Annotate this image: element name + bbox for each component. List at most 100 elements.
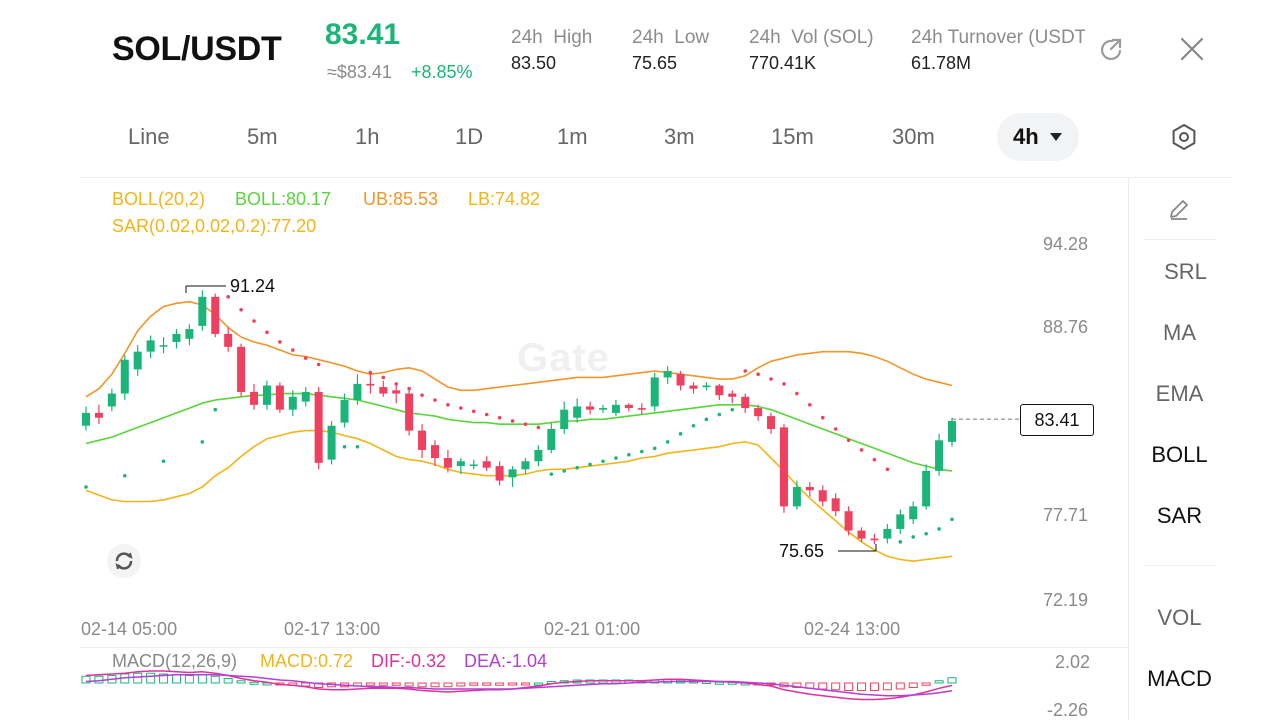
macd-histogram-bar [469,682,479,686]
indicator-sar[interactable]: SAR [1156,503,1203,528]
settings-hexagon-icon[interactable] [1170,123,1198,151]
tab-5m[interactable]: 5m [247,124,278,149]
candle-body [353,383,362,401]
candle-body [392,390,401,394]
macd-histogram-bar [869,682,879,691]
candle-body [133,351,142,370]
high-value: 83.50 [511,53,557,73]
high-marker-label: 91.24 [230,276,276,296]
sar-dot [394,382,399,386]
sar-dot [278,340,282,344]
candle-body [702,385,711,388]
macd-histogram-bar [133,672,143,684]
tab-30m[interactable]: 30m [892,124,935,149]
tab-4h-selected[interactable] [997,113,1079,161]
candle-body [146,340,155,352]
macd-histogram-bar [146,672,156,684]
sar-dot [665,440,670,444]
tab-4h-label[interactable]: 4h [1013,124,1039,149]
candle-body [922,470,931,507]
macd-histogram-bar [184,675,194,684]
boll-middle-line [85,392,953,472]
x-axis-label: 02-21 01:00 [544,619,641,639]
x-axis-label: 02-17 13:00 [284,619,381,639]
macd-histogram-bar [508,682,518,686]
macd-legend: MACD(12,26,9) [112,651,238,671]
sar-dot [601,459,605,464]
volume-label: 24h Vol (SOL) [749,27,874,48]
indicator-panel [1128,178,1232,720]
chevron-down-icon[interactable] [1050,133,1062,141]
price-change-percent: +8.85% [411,62,473,82]
candle-body [185,329,194,339]
sar-dot [420,393,424,397]
turnover-value: 61.78M [911,53,972,73]
macd-axis-label: -2.26 [1047,700,1089,720]
sar-dot [252,319,256,323]
candle-body [456,461,465,467]
candle-body [379,387,388,394]
candle-body [327,425,336,460]
tab-1m[interactable]: 1m [557,124,588,149]
boll-lower-line [85,429,953,563]
sar-dot [652,446,657,451]
macd-histogram-bar [159,673,169,684]
indicator-macd[interactable]: MACD [1147,666,1212,691]
y-axis-label: 77.71 [1043,505,1089,525]
indicator-srl[interactable]: SRL [1164,259,1207,284]
sar-dot [639,449,644,454]
sar-dot [523,422,528,426]
macd-value: MACD:0.72 [260,651,354,671]
macd-histogram-bar [430,682,440,688]
macd-histogram-bar [495,682,505,686]
sar-dot [833,427,838,431]
boll-mid-value: BOLL:80.17 [235,189,332,209]
macd-histogram-bar [844,682,854,691]
share-icon[interactable] [1099,37,1125,63]
candle-body [198,296,207,326]
candle-body [909,506,918,520]
indicator-vol[interactable]: VOL [1157,605,1202,630]
pencil-icon[interactable] [1166,196,1192,222]
sar-dot [950,517,954,522]
sar-dot [122,473,127,478]
macd-histogram-bar [482,682,492,686]
macd-histogram-bar [714,681,724,685]
sar-dot [562,469,567,473]
kline-chart[interactable] [0,178,1128,720]
sar-dot [291,348,295,352]
sar-dot [575,465,579,470]
tab-line[interactable]: Line [128,124,170,149]
tab-3m[interactable]: 3m [664,124,695,149]
tab-1d[interactable]: 1D [455,124,484,149]
tab-15m[interactable]: 15m [771,124,814,149]
sar-dot [859,448,864,452]
candle-body [94,412,103,418]
candle-body [172,333,181,342]
tab-1h[interactable]: 1h [355,124,380,149]
indicator-ema[interactable]: EMA [1155,381,1204,406]
swap-icon[interactable] [107,544,141,578]
candle-body [573,406,582,418]
candle-body [366,383,375,386]
candle-body [896,514,905,529]
candle-body [767,416,776,430]
macd-histogram-bar [934,680,944,684]
macd-histogram-bar [81,675,91,684]
close-icon[interactable] [1178,35,1206,63]
macd-histogram-bar [314,682,324,688]
indicator-ma[interactable]: MA [1163,320,1196,345]
candle-body [237,346,246,392]
low-marker-label: 75.65 [779,541,825,561]
candle-body [663,370,672,378]
indicator-boll[interactable]: BOLL [1151,442,1208,467]
sar-dot [627,452,631,457]
sar-dot [898,540,903,544]
candle-body [935,440,944,471]
sar-dot [704,417,709,422]
macd-histogram-bar [831,682,841,691]
sar-dot [614,456,618,460]
candle-body [314,391,323,463]
candle-body [624,404,633,409]
macd-histogram-bar [391,682,401,686]
